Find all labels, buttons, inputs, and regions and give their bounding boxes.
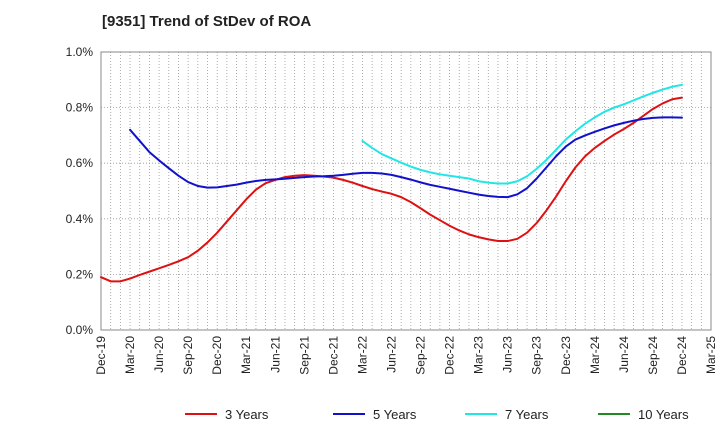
series-line-5-years [129,116,683,199]
y-tick-label: 0.0% [66,323,94,337]
x-tick-label: Sep-24 [646,336,660,375]
axes: 0.0% 0.2% 0.4% 0.6% 0.8% 1.0% Dec-19 Mar-20 Jun-… [66,45,718,375]
x-tick-label: Dec-22 [443,336,457,375]
legend: 3 Years 5 Years 7 Years 10 Years [185,407,689,422]
series-line-7-years [361,83,683,185]
x-tick-label: Jun-21 [268,336,282,373]
x-tick-label: Mar-21 [239,336,253,374]
x-tick-label: Jun-20 [152,336,166,373]
x-tick-label: Jun-23 [501,336,515,373]
x-tick-label: Mar-25 [704,336,718,374]
plot-area [101,52,711,330]
x-tick-label: Mar-24 [588,336,602,374]
plot-border [100,51,712,331]
legend-label-3-years: 3 Years [225,407,269,422]
x-tick-label: Dec-21 [326,336,340,375]
x-tick-label: Dec-19 [94,336,108,375]
x-tick-label: Mar-20 [123,336,137,374]
x-tick-label: Sep-21 [297,336,311,375]
y-tick-label: 1.0% [66,45,94,59]
x-tick-label: Dec-23 [559,336,573,375]
y-tick-label: 0.4% [66,212,94,226]
chart-title: [9351] Trend of StDev of ROA [102,13,312,30]
legend-label-5-years: 5 Years [373,407,417,422]
x-tick-label: Mar-22 [355,336,369,374]
y-tick-label: 0.2% [66,267,94,281]
legend-label-10-years: 10 Years [638,407,689,422]
y-tick-label: 0.6% [66,156,94,170]
grid [100,52,712,330]
legend-label-7-years: 7 Years [505,407,549,422]
x-tick-label: Mar-23 [472,336,486,374]
series-lines [100,83,683,283]
x-tick-label: Dec-20 [210,336,224,375]
x-tick-label: Sep-20 [181,336,195,375]
x-tick-label: Dec-24 [675,336,689,375]
x-tick-label: Jun-22 [384,336,398,373]
y-tick-label: 0.8% [66,101,94,115]
x-tick-label: Jun-24 [617,336,631,373]
x-tick-label: Sep-23 [530,336,544,375]
series-line-3-years [100,96,683,283]
x-tick-label: Sep-22 [414,336,428,375]
